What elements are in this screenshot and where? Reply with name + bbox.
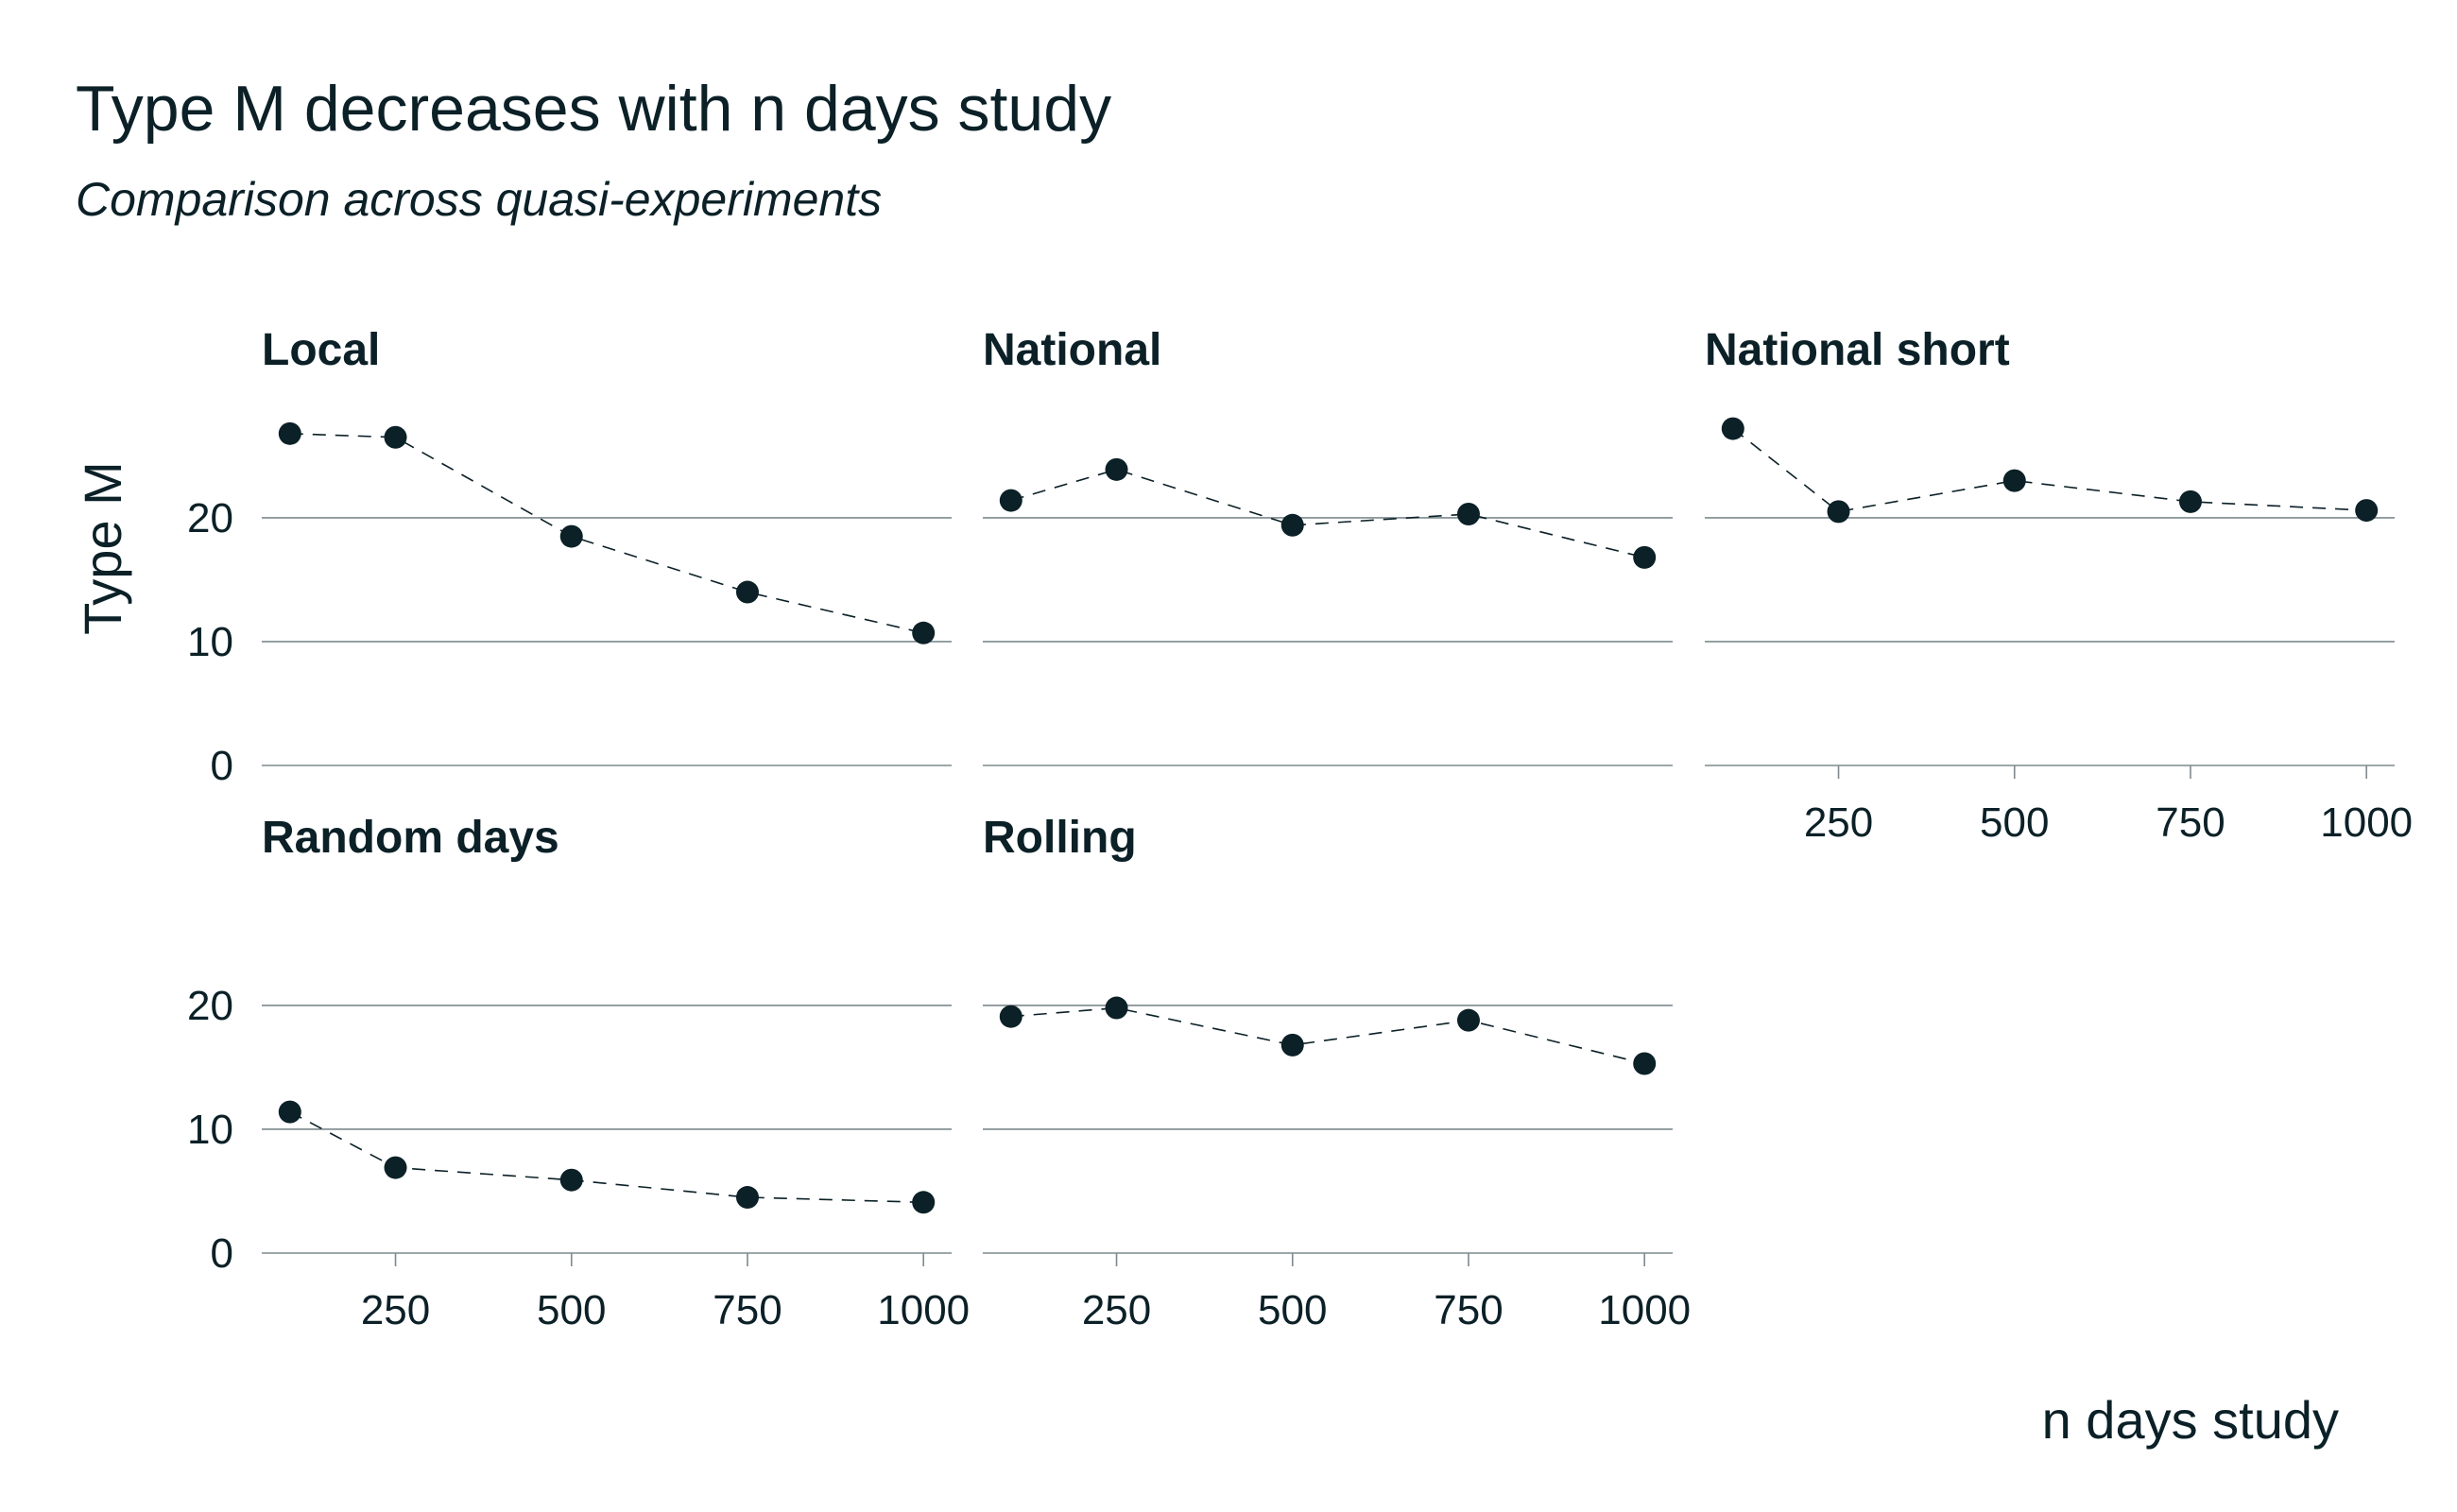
data-point xyxy=(999,489,1022,512)
facet-label: Local xyxy=(262,325,380,375)
x-tick-label: 500 xyxy=(1258,1287,1327,1333)
facet-panel: Local 0 10 20 xyxy=(187,325,952,789)
data-point xyxy=(1280,513,1304,537)
chart-subtitle: Comparison across quasi-experiments xyxy=(76,173,882,226)
data-point xyxy=(1827,500,1850,524)
data-point xyxy=(1105,457,1128,481)
y-tick-label: 20 xyxy=(187,983,233,1029)
data-point xyxy=(735,1186,759,1210)
x-tick-label: 1000 xyxy=(1598,1287,1691,1333)
data-point xyxy=(2002,469,2026,492)
x-tick-label: 750 xyxy=(713,1287,782,1333)
facet-panel: Random days 0 10 20 250 500 750 1000 xyxy=(187,813,970,1333)
data-point xyxy=(384,1156,407,1179)
facet-panel: National xyxy=(983,325,1673,766)
series-line xyxy=(289,433,924,634)
data-point xyxy=(1633,545,1657,569)
data-point xyxy=(2355,499,2379,523)
data-point xyxy=(559,524,583,548)
data-point xyxy=(912,1191,936,1214)
facet-label: National xyxy=(983,325,1161,375)
data-point xyxy=(1456,1008,1480,1032)
data-point xyxy=(278,421,301,445)
data-point xyxy=(912,621,936,644)
facet-label: Rolling xyxy=(983,813,1137,863)
x-tick-label: 500 xyxy=(537,1287,606,1333)
x-tick-label: 250 xyxy=(361,1287,430,1333)
data-point xyxy=(559,1168,583,1192)
y-tick-label: 20 xyxy=(187,495,233,541)
y-axis-title: Type M xyxy=(73,461,132,635)
x-tick-label: 250 xyxy=(1082,1287,1151,1333)
facet-label: National short xyxy=(1705,325,2010,375)
data-point xyxy=(735,580,759,604)
series-line xyxy=(1732,427,2367,513)
series-line xyxy=(1010,468,1645,558)
series-line xyxy=(1010,1006,1645,1065)
data-point xyxy=(384,425,407,449)
data-point xyxy=(2178,490,2202,513)
data-point xyxy=(278,1100,301,1124)
data-point xyxy=(1633,1052,1657,1075)
facet-panels: Local 0 10 20 National National short 250 500 75… xyxy=(187,325,2413,1333)
y-tick-label: 10 xyxy=(187,1107,233,1153)
data-point xyxy=(1721,417,1744,440)
x-tick-label: 250 xyxy=(1804,799,1873,846)
facet-label: Random days xyxy=(262,813,559,863)
y-tick-label: 10 xyxy=(187,619,233,665)
facet-panel: Rolling 250 500 750 1000 xyxy=(983,813,1691,1333)
data-point xyxy=(1105,996,1128,1020)
series-line xyxy=(289,1110,924,1204)
x-tick-label: 750 xyxy=(1434,1287,1503,1333)
x-tick-label: 1000 xyxy=(877,1287,970,1333)
data-point xyxy=(1456,503,1480,525)
data-point xyxy=(999,1005,1022,1028)
y-tick-label: 0 xyxy=(211,1230,233,1277)
x-tick-label: 500 xyxy=(1980,799,2049,846)
x-tick-label: 1000 xyxy=(2320,799,2413,846)
facet-panel: National short 250 500 750 1000 xyxy=(1705,325,2413,846)
x-axis-title: n days study xyxy=(2042,1390,2339,1450)
x-tick-label: 750 xyxy=(2156,799,2225,846)
y-tick-label: 0 xyxy=(211,743,233,789)
data-point xyxy=(1280,1033,1304,1057)
chart-title: Type M decreases with n days study xyxy=(76,73,1111,145)
